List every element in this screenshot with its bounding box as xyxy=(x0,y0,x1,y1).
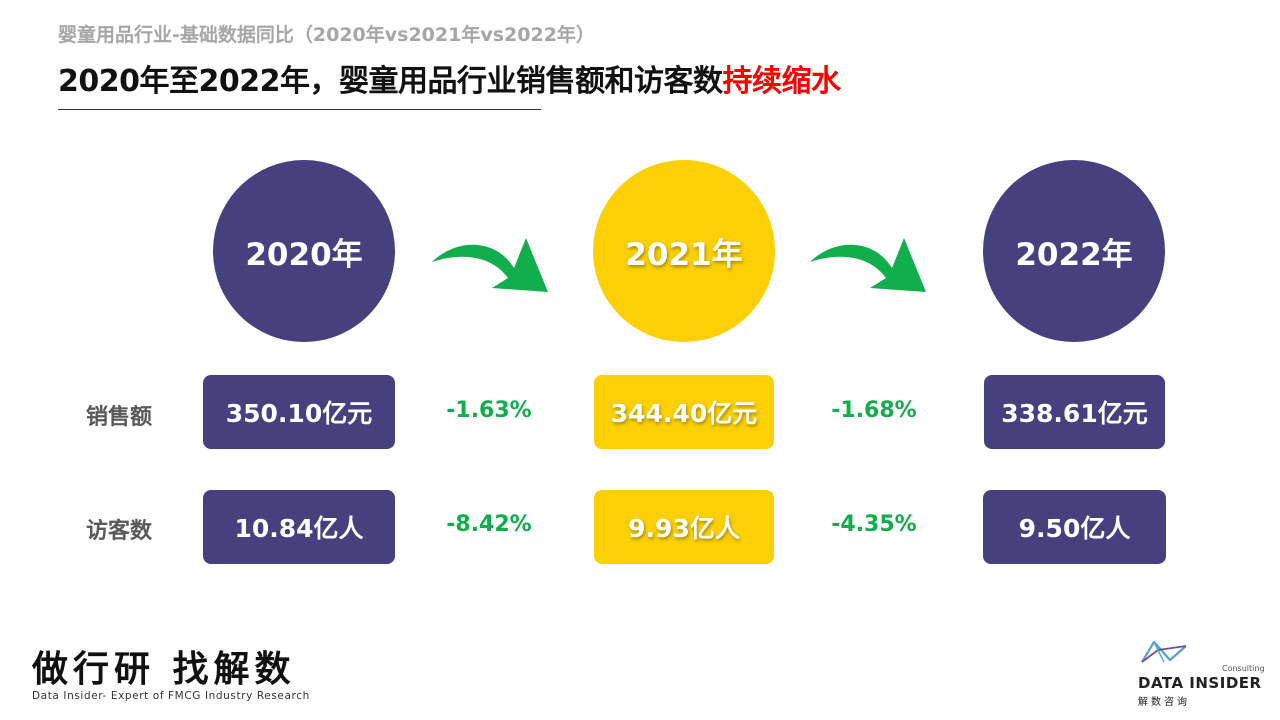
year-circle-2022: 2022年 xyxy=(983,160,1165,342)
visitors-value-2021: 9.93亿人 xyxy=(594,490,774,564)
visitors-change-2022: -4.35% xyxy=(831,512,917,537)
page-title: 2020年至2022年，婴童用品行业销售额和访客数持续缩水 xyxy=(58,56,841,100)
title-divider xyxy=(58,109,541,110)
curved-right-arrow-icon xyxy=(432,238,548,292)
sales-value-2022: 338.61亿元 xyxy=(984,375,1165,449)
footer-slogan: 做行研 找解数 xyxy=(32,648,296,690)
curved-right-arrow-icon xyxy=(810,238,926,292)
footer-slogan-sub: Data Insider- Expert of FMCG Industry Re… xyxy=(32,690,310,702)
title-highlight: 持续缩水 xyxy=(722,64,842,99)
sales-value-2021: 344.40亿元 xyxy=(594,375,774,449)
row-label-sales: 销售额 xyxy=(86,405,153,430)
sales-change-2022: -1.68% xyxy=(831,398,917,423)
year-circle-2020: 2020年 xyxy=(213,160,395,342)
title-main: 2020年至2022年，婴童用品行业销售额和访客数 xyxy=(58,64,723,99)
visitors-value-2022: 9.50亿人 xyxy=(983,490,1166,564)
row-label-visitors: 访客数 xyxy=(86,519,153,544)
year-label: 2022年 xyxy=(1015,236,1133,273)
year-circle-2021: 2021年 xyxy=(593,160,775,342)
visitors-change-2021: -8.42% xyxy=(446,512,532,537)
sales-change-2021: -1.63% xyxy=(446,398,532,423)
data-insider-logo-icon xyxy=(1141,640,1187,663)
year-label: 2021年 xyxy=(625,236,743,273)
page-subtitle: 婴童用品行业-基础数据同比（2020年vs2021年vs2022年） xyxy=(58,24,595,46)
logo-consulting: Consulting xyxy=(1222,664,1265,673)
sales-value-2020: 350.10亿元 xyxy=(203,375,395,449)
logo-name: DATA INSIDER xyxy=(1138,674,1262,692)
visitors-value-2020: 10.84亿人 xyxy=(203,490,395,564)
year-label: 2020年 xyxy=(245,236,363,273)
logo-cn: 解数咨询 xyxy=(1138,697,1190,708)
